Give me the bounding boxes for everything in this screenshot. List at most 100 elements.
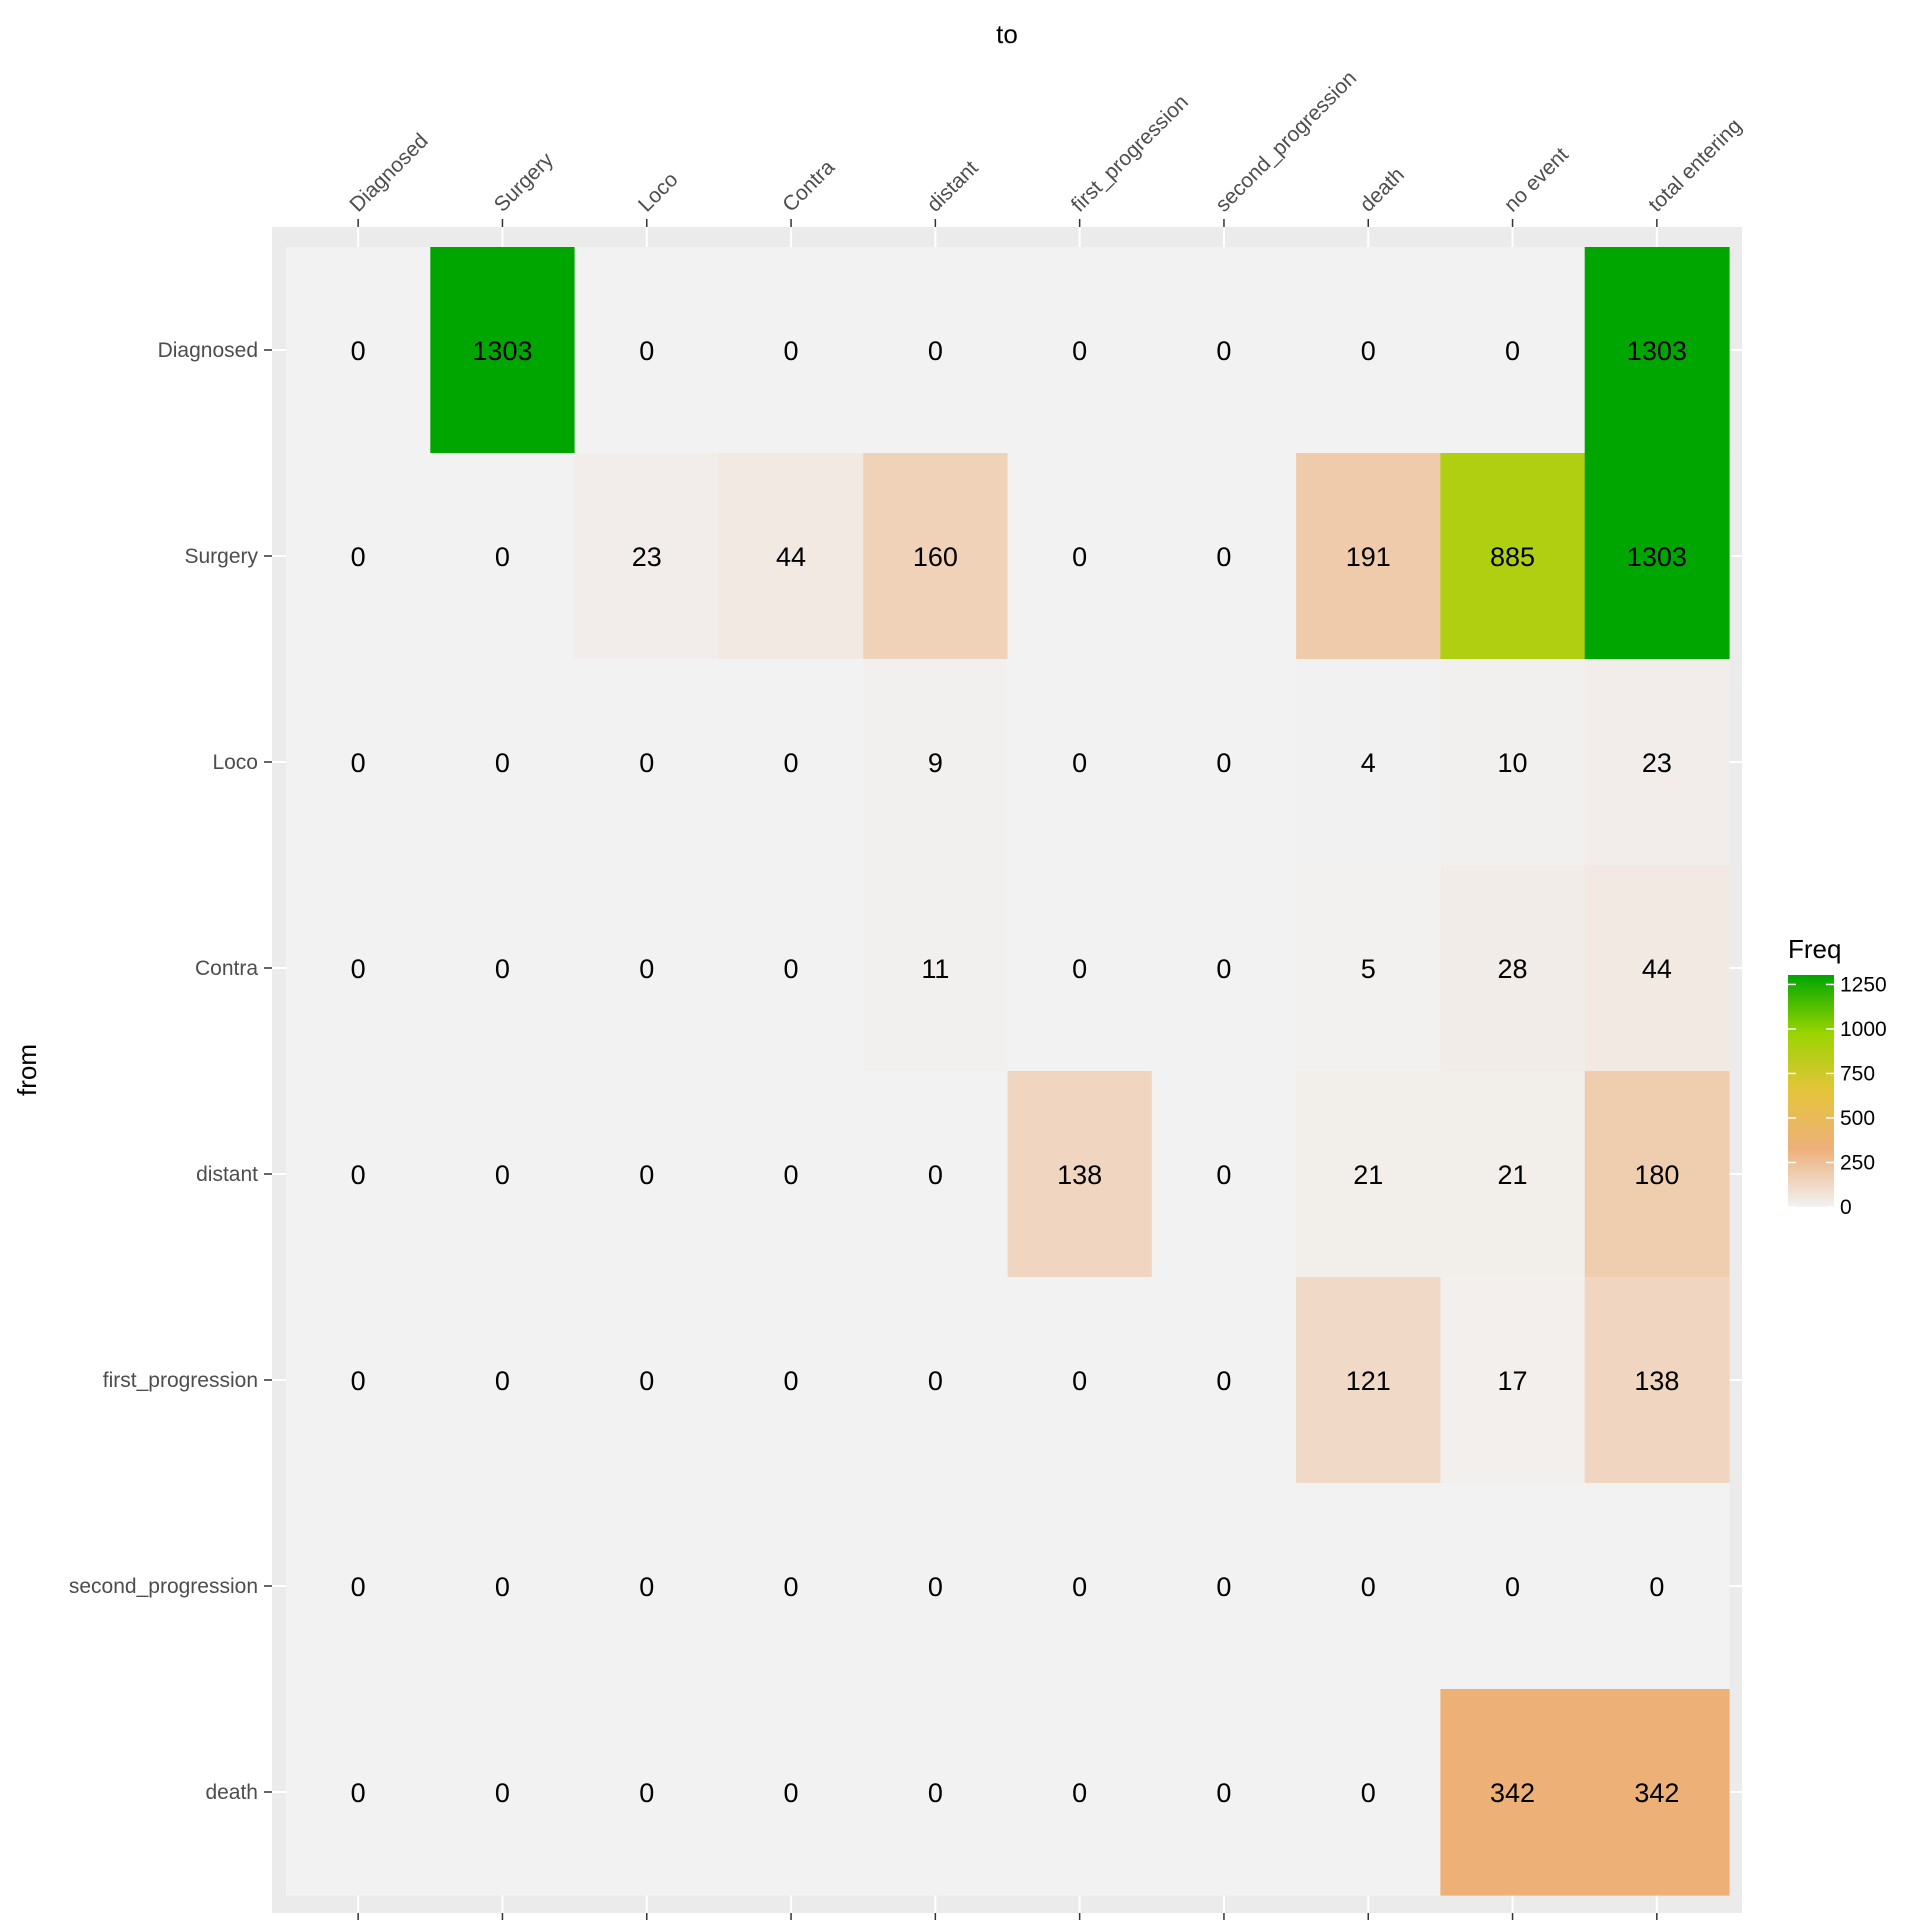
cell-label-loco-to-first-progression: 0 xyxy=(1072,748,1087,778)
tile-surgery-to-surgery xyxy=(430,453,576,660)
cell-label-surgery-to-death: 191 xyxy=(1346,542,1391,572)
tile-contra-to-distant xyxy=(863,865,1009,1072)
tile-death-to-first-progression xyxy=(1007,1689,1153,1896)
cell-label-surgery-to-second-progression: 0 xyxy=(1216,542,1231,572)
cell-label-distant-to-distant: 0 xyxy=(928,1160,943,1190)
cell-label-contra-to-first-progression: 0 xyxy=(1072,954,1087,984)
cell-label-surgery-to-first-progression: 0 xyxy=(1072,542,1087,572)
cell-label-contra-to-death: 5 xyxy=(1361,954,1376,984)
cell-label-death-to-second-progression: 0 xyxy=(1216,1778,1231,1808)
tile-death-to-total-entering xyxy=(1584,1689,1730,1896)
cell-label-second-progression-to-first-progression: 0 xyxy=(1072,1572,1087,1602)
cell-label-death-to-diagnosed: 0 xyxy=(351,1778,366,1808)
cell-label-loco-to-second-progression: 0 xyxy=(1216,748,1231,778)
tile-first-progression-to-diagnosed xyxy=(286,1277,431,1484)
cell-label-distant-to-surgery: 0 xyxy=(495,1160,510,1190)
cell-label-first-progression-to-diagnosed: 0 xyxy=(351,1366,366,1396)
y-axis: Diagnosed Surgery Loco Contra distant first_p… xyxy=(69,339,272,1804)
tile-distant-to-second-progression xyxy=(1151,1071,1297,1278)
cell-label-death-to-contra: 0 xyxy=(784,1778,799,1808)
tile-diagnosed-to-second-progression xyxy=(1151,247,1297,454)
legend-colorbar xyxy=(1788,975,1834,1207)
cell-label-second-progression-to-distant: 0 xyxy=(928,1572,943,1602)
cell-label-surgery-to-total-entering: 1303 xyxy=(1627,542,1687,572)
tile-contra-to-no-event xyxy=(1440,865,1586,1072)
x-tick-label-death: death xyxy=(1356,163,1409,216)
cell-label-loco-to-no-event: 10 xyxy=(1498,748,1528,778)
cell-label-first-progression-to-contra: 0 xyxy=(784,1366,799,1396)
y-tick-label-distant: distant xyxy=(196,1163,258,1186)
x-tick-label-contra: Contra xyxy=(778,155,839,216)
cell-label-distant-to-diagnosed: 0 xyxy=(351,1160,366,1190)
cell-label-death-to-total-entering: 342 xyxy=(1634,1778,1679,1808)
cell-label-distant-to-first-progression: 138 xyxy=(1057,1160,1102,1190)
tile-distant-to-total-entering xyxy=(1584,1071,1730,1278)
cell-label-death-to-distant: 0 xyxy=(928,1778,943,1808)
legend-label-500: 500 xyxy=(1840,1107,1875,1130)
cell-label-first-progression-to-surgery: 0 xyxy=(495,1366,510,1396)
legend: Freq 0 250 500 750 1000 1250 xyxy=(1788,934,1887,1219)
tile-loco-to-first-progression xyxy=(1007,659,1153,866)
legend-label-250: 250 xyxy=(1840,1151,1875,1174)
cell-label-diagnosed-to-diagnosed: 0 xyxy=(351,336,366,366)
cell-label-contra-to-contra: 0 xyxy=(784,954,799,984)
cell-label-loco-to-surgery: 0 xyxy=(495,748,510,778)
tile-first-progression-to-death xyxy=(1296,1277,1441,1484)
cell-label-loco-to-diagnosed: 0 xyxy=(351,748,366,778)
cell-label-diagnosed-to-contra: 0 xyxy=(784,336,799,366)
legend-label-0: 0 xyxy=(1840,1196,1852,1219)
tile-first-progression-to-surgery xyxy=(430,1277,576,1484)
tile-diagnosed-to-first-progression xyxy=(1007,247,1153,454)
cell-label-contra-to-loco: 0 xyxy=(639,954,654,984)
x-tick-label-first-progression: first_progression xyxy=(1067,91,1193,217)
tile-surgery-to-contra xyxy=(718,453,864,660)
cell-label-loco-to-loco: 0 xyxy=(639,748,654,778)
cell-label-first-progression-to-no-event: 17 xyxy=(1498,1366,1528,1396)
cell-label-first-progression-to-distant: 0 xyxy=(928,1366,943,1396)
tile-loco-to-contra xyxy=(718,659,864,866)
cell-label-loco-to-contra: 0 xyxy=(784,748,799,778)
tile-second-progression-to-diagnosed xyxy=(286,1483,431,1690)
tile-death-to-contra xyxy=(718,1689,864,1896)
tile-second-progression-to-second-progression xyxy=(1151,1483,1297,1690)
cell-label-loco-to-distant: 9 xyxy=(928,748,943,778)
cell-label-second-progression-to-second-progression: 0 xyxy=(1216,1572,1231,1602)
tile-loco-to-death xyxy=(1296,659,1441,866)
tile-death-to-loco xyxy=(574,1689,720,1896)
tile-first-progression-to-second-progression xyxy=(1151,1277,1297,1484)
cell-label-surgery-to-loco: 23 xyxy=(632,542,662,572)
tile-second-progression-to-no-event xyxy=(1440,1483,1586,1690)
cell-label-surgery-to-surgery: 0 xyxy=(495,542,510,572)
cell-label-contra-to-no-event: 28 xyxy=(1498,954,1528,984)
tile-surgery-to-distant xyxy=(863,453,1009,660)
cell-label-second-progression-to-contra: 0 xyxy=(784,1572,799,1602)
tile-surgery-to-second-progression xyxy=(1151,453,1297,660)
y-tick-label-first-progression: first_progression xyxy=(103,1369,258,1392)
tile-diagnosed-to-distant xyxy=(863,247,1009,454)
cell-label-diagnosed-to-death: 0 xyxy=(1361,336,1376,366)
tile-surgery-to-loco xyxy=(574,453,720,660)
tile-distant-to-first-progression xyxy=(1007,1071,1153,1278)
x-tick-label-second-progression: second_progression xyxy=(1211,67,1361,217)
cell-label-diagnosed-to-second-progression: 0 xyxy=(1216,336,1231,366)
legend-label-1250: 1250 xyxy=(1840,973,1887,996)
tile-first-progression-to-total-entering xyxy=(1584,1277,1730,1484)
tile-contra-to-surgery xyxy=(430,865,576,1072)
cell-label-death-to-loco: 0 xyxy=(639,1778,654,1808)
tile-loco-to-diagnosed xyxy=(286,659,431,866)
tile-loco-to-no-event xyxy=(1440,659,1586,866)
tile-death-to-no-event xyxy=(1440,1689,1586,1896)
tile-loco-to-total-entering xyxy=(1584,659,1730,866)
cell-label-loco-to-death: 4 xyxy=(1361,748,1376,778)
y-tick-label-second-progression: second_progression xyxy=(69,1575,258,1598)
x-axis-title: to xyxy=(996,19,1018,49)
tile-contra-to-second-progression xyxy=(1151,865,1297,1072)
cell-label-death-to-first-progression: 0 xyxy=(1072,1778,1087,1808)
cell-label-surgery-to-no-event: 885 xyxy=(1490,542,1535,572)
y-tick-label-diagnosed: Diagnosed xyxy=(158,339,258,362)
tile-second-progression-to-first-progression xyxy=(1007,1483,1153,1690)
legend-title: Freq xyxy=(1788,934,1841,964)
tile-diagnosed-to-total-entering xyxy=(1584,247,1730,454)
tile-first-progression-to-first-progression xyxy=(1007,1277,1153,1484)
x-tick-label-loco: Loco xyxy=(634,168,682,216)
